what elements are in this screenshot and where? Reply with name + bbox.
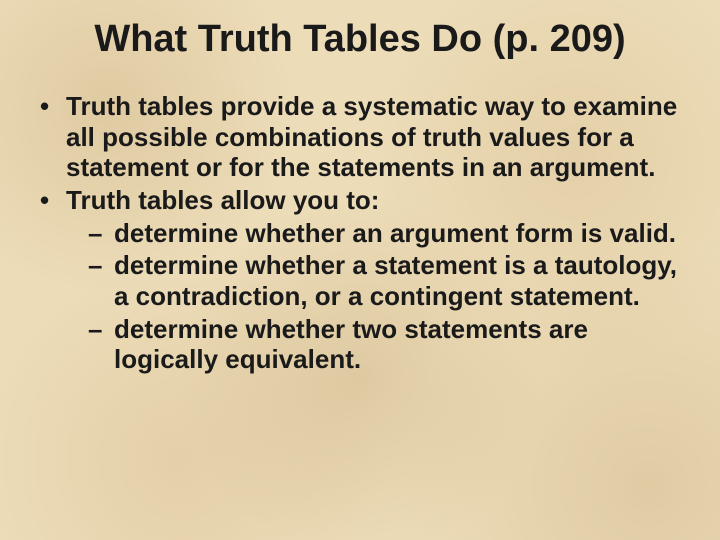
bullet-list: Truth tables provide a systematic way to… bbox=[28, 91, 692, 375]
sub-bullet-item: determine whether a statement is a tauto… bbox=[86, 250, 692, 311]
slide: What Truth Tables Do (p. 209) Truth tabl… bbox=[0, 0, 720, 540]
sub-bullet-text: determine whether an argument form is va… bbox=[114, 218, 676, 248]
slide-title: What Truth Tables Do (p. 209) bbox=[28, 18, 692, 61]
sub-bullet-item: determine whether two statements are log… bbox=[86, 314, 692, 375]
sub-bullet-text: determine whether a statement is a tauto… bbox=[114, 250, 677, 311]
bullet-item: Truth tables provide a systematic way to… bbox=[36, 91, 692, 183]
bullet-item: Truth tables allow you to: determine whe… bbox=[36, 185, 692, 375]
slide-body: Truth tables provide a systematic way to… bbox=[28, 91, 692, 375]
sub-bullet-item: determine whether an argument form is va… bbox=[86, 218, 692, 249]
sub-bullet-list: determine whether an argument form is va… bbox=[66, 218, 692, 375]
bullet-text: Truth tables allow you to: bbox=[66, 185, 379, 215]
bullet-text: Truth tables provide a systematic way to… bbox=[66, 91, 677, 182]
sub-bullet-text: determine whether two statements are log… bbox=[114, 314, 588, 375]
